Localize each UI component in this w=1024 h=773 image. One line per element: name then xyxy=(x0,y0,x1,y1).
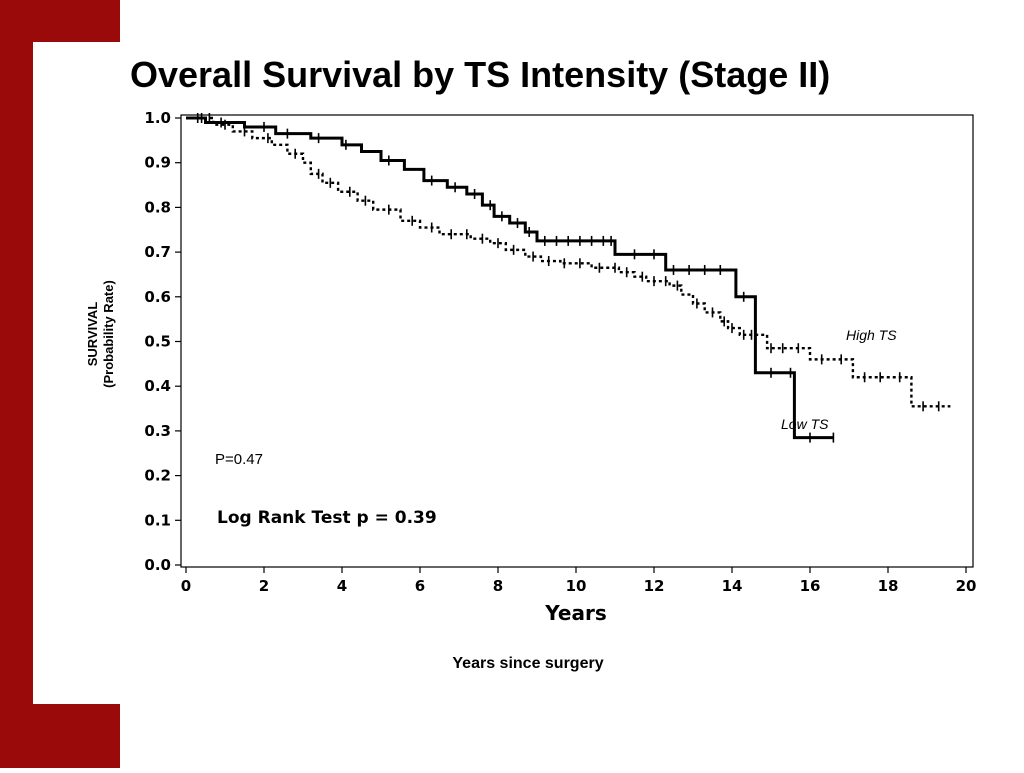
y-axis-label-line2: (Probability Rate) xyxy=(101,280,116,388)
x-axis-label: Years xyxy=(544,601,606,625)
y-tick-label: 0.1 xyxy=(144,511,171,529)
y-tick-label: 0.2 xyxy=(144,467,171,485)
x-tick-label: 2 xyxy=(259,577,269,595)
series-label-high-ts: High TS xyxy=(846,327,897,343)
x-axis: 0 2 4 6 8 10 12 14 16 18 20 xyxy=(181,567,977,595)
y-tick-label: 0.0 xyxy=(144,556,171,574)
y-tick-label: 0.4 xyxy=(144,377,171,395)
y-tick-label: 0.5 xyxy=(144,333,171,351)
y-axis: 0.0 0.1 0.2 0.3 0.4 0.5 0.6 0.7 0.8 0.9 1.0 xyxy=(144,109,181,574)
x-tick-label: 8 xyxy=(493,577,503,595)
p-value-annotation: P=0.47 xyxy=(215,451,263,468)
survival-curve-high-ts xyxy=(186,116,951,408)
y-tick-label: 0.8 xyxy=(144,198,171,216)
log-rank-annotation: Log Rank Test p = 0.39 xyxy=(217,508,437,528)
y-tick-label: 1.0 xyxy=(144,109,171,127)
x-tick-label: 16 xyxy=(800,577,821,595)
x-tick-label: 10 xyxy=(566,577,587,595)
chart-subtitle: Years since surgery xyxy=(452,655,603,672)
y-tick-label: 0.3 xyxy=(144,422,171,440)
x-tick-label: 12 xyxy=(644,577,665,595)
x-tick-label: 14 xyxy=(722,577,743,595)
survival-curve-low-ts xyxy=(186,116,834,440)
series-label-low-ts: Low TS xyxy=(781,416,829,432)
y-axis-label-line1: SURVIVAL xyxy=(85,302,100,367)
x-tick-label: 4 xyxy=(337,577,347,595)
x-tick-label: 0 xyxy=(181,577,191,595)
series-layer xyxy=(186,113,951,443)
y-tick-label: 0.6 xyxy=(144,288,171,306)
y-tick-label: 0.9 xyxy=(144,154,171,172)
x-tick-label: 20 xyxy=(956,577,977,595)
x-tick-label: 18 xyxy=(878,577,899,595)
slide-panel xyxy=(33,42,1024,704)
slide-title: Overall Survival by TS Intensity (Stage … xyxy=(130,54,831,95)
x-tick-label: 6 xyxy=(415,577,425,595)
y-tick-label: 0.7 xyxy=(144,243,171,261)
